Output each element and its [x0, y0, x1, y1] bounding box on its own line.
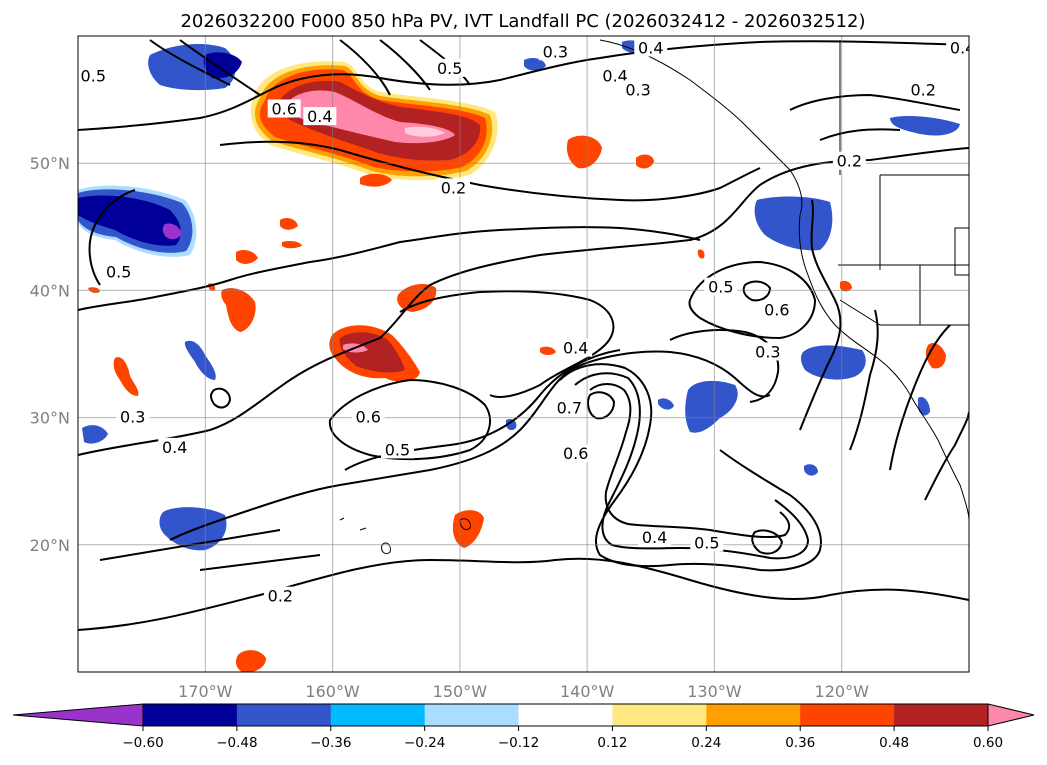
contour-label-bg [760, 300, 794, 319]
lat-tick-label: 30°N [30, 409, 70, 428]
contour-label-bg [634, 38, 668, 57]
lat-tick-label: 20°N [30, 536, 70, 555]
contour-label: 0.4 [642, 528, 667, 547]
colorbar-band [143, 704, 238, 726]
colorbar-extend-low [12, 703, 144, 727]
colorbar-band [612, 704, 707, 726]
contour-label-bg [102, 262, 136, 281]
contour-label-bg [436, 178, 470, 197]
colorbar-band [518, 704, 613, 726]
contour-label: 0.5 [81, 66, 106, 85]
colorbar-tick-label: −0.48 [216, 735, 257, 751]
lon-tick-label: 150°W [433, 682, 488, 701]
colorbar-extend-high [987, 703, 1035, 727]
contour-label-bg [552, 398, 586, 417]
contour-label: 0.3 [755, 342, 780, 361]
contour-label-bg [946, 38, 969, 57]
contour-label: 0.7 [557, 398, 582, 417]
contour-label: 0.4 [162, 438, 187, 457]
lon-tick-label: 130°W [687, 682, 742, 701]
contour-label-bg [433, 58, 467, 77]
colorbar-tick-label: −0.12 [498, 735, 539, 751]
lon-tick-label: 170°W [178, 682, 233, 701]
contour-label: 0.2 [441, 178, 466, 197]
contour-label-bg [638, 528, 672, 547]
contour-label-bg [751, 342, 785, 361]
graticule [78, 36, 969, 672]
contour-label-bg [621, 80, 655, 99]
lon-tick-label: 160°W [305, 682, 360, 701]
map-title: 2026032200 F000 850 hPa PV, IVT Landfall… [180, 11, 865, 32]
contour-label: 0.5 [708, 278, 733, 297]
lat-tick-label: 50°N [30, 154, 70, 173]
contour-label-bg [704, 277, 738, 296]
contour-label: 0.3 [120, 407, 145, 426]
map-frame [77, 35, 970, 673]
colorbar-tick-label: −0.60 [122, 735, 163, 751]
colorbar-band [330, 704, 426, 726]
contour-label: 0.3 [543, 42, 568, 61]
contour-label-layer: 0.20.3 0.40.40.30.40.20.20.50.6 0.40.50.30… [78, 38, 975, 606]
contour-label: 0.3 [625, 80, 650, 99]
contour-label: 0.2 [268, 587, 293, 606]
colorbar-tick-label: 0.36 [785, 735, 815, 751]
contour-label-bg [906, 80, 940, 99]
contour-label: 0.4 [950, 38, 975, 57]
contour-label: 0.6 [355, 407, 380, 426]
colorbar-tick-labels: −0.60 −0.48 −0.36 −0.24 −0.12 0.12 0.24 0.36 0.4… [122, 735, 1003, 751]
colorbar-tick-label: 0.60 [973, 735, 1003, 751]
colorbar-tick-label: 0.48 [879, 735, 909, 751]
contour-label-bg [559, 444, 593, 463]
contour-label-bg [351, 407, 385, 426]
colorbar-tick-label: −0.36 [310, 735, 351, 751]
map-panel: 0.20.3 0.40.40.30.40.20.20.50.6 0.40.50.30… [78, 36, 975, 672]
colorbar-band [424, 704, 520, 726]
latitude-labels: 20°N 30°N 40°N 50°N [30, 154, 70, 555]
contour-label-bg [380, 440, 414, 459]
lat-tick-label: 40°N [30, 281, 70, 300]
pv-anomaly-fills [78, 40, 960, 672]
contour-label-bg [158, 437, 192, 456]
longitude-labels: 170°W 160°W 150°W 140°W 130°W 120°W [178, 682, 869, 701]
contour-label-bg [598, 66, 632, 85]
contour-label: 0.4 [638, 38, 663, 57]
contour-label-bg [559, 338, 593, 357]
contour-label: 0.6 [271, 100, 296, 119]
contour-label-bg [303, 107, 337, 126]
contour-label-bg [538, 42, 572, 61]
contour-label: 0.2 [910, 80, 935, 99]
positive-pv-small-patches [88, 135, 946, 672]
contour-label-bg [116, 407, 150, 426]
colorbar-tick-label: 0.24 [691, 735, 721, 751]
contour-label-bg [690, 533, 724, 552]
lon-tick-label: 140°W [560, 682, 615, 701]
negative-pv-region-west [78, 185, 197, 257]
lon-tick-label: 120°W [815, 682, 870, 701]
contour-label: 0.4 [602, 66, 627, 85]
colorbar-band [236, 704, 332, 726]
contour-label: 0.5 [694, 533, 719, 552]
contour-label-bg [832, 151, 866, 170]
contour-label-bg [267, 99, 301, 118]
colorbar-tick-label: 0.12 [597, 735, 627, 751]
colorbar-band [706, 704, 801, 726]
colorbar-band [800, 704, 895, 726]
contour-label: 0.5 [385, 440, 410, 459]
contour-label: 0.5 [106, 262, 131, 281]
colorbar-frame [142, 703, 989, 727]
colorbar-tick-label: −0.24 [404, 735, 445, 751]
contour-label: 0.4 [307, 107, 332, 126]
colorbar [12, 703, 1035, 731]
contour-label: 0.6 [764, 300, 789, 319]
contour-label-bg [78, 66, 110, 85]
contour-label-bg [263, 586, 297, 605]
contour-label: 0.5 [437, 59, 462, 78]
colorbar-band [894, 704, 989, 726]
contour-label: 0.4 [563, 339, 588, 358]
contour-label: 0.6 [563, 444, 588, 463]
contour-label: 0.2 [837, 152, 862, 171]
